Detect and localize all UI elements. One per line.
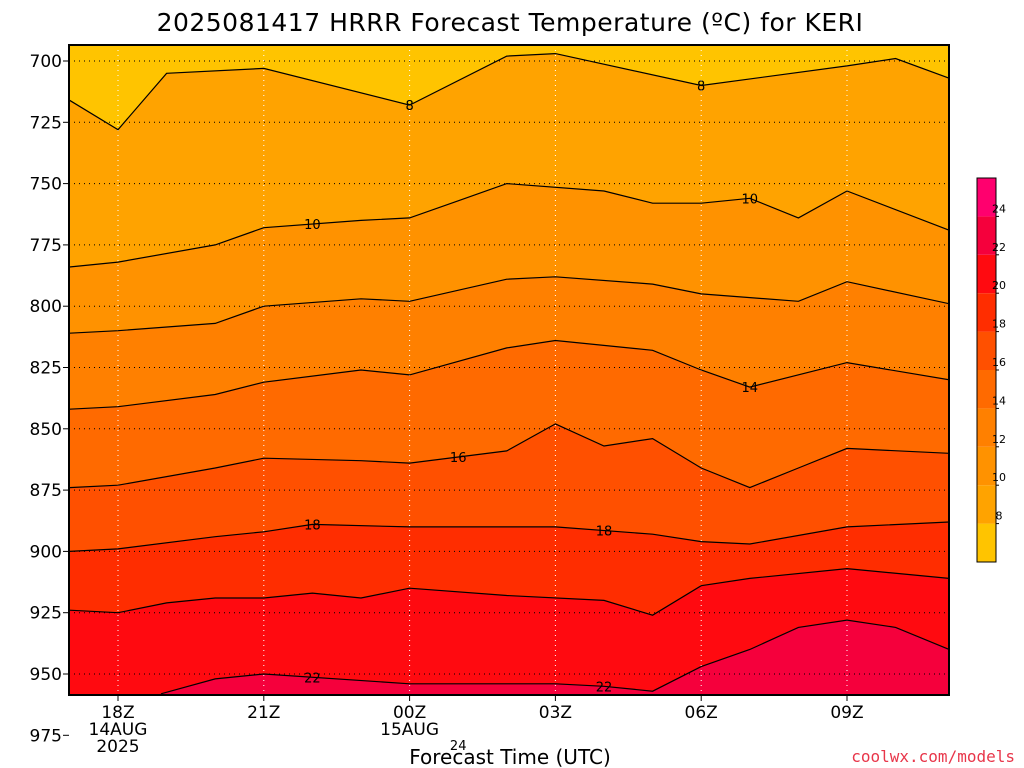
y-tick-label-775: 775 (30, 236, 62, 256)
x-tick-label-00Z: 00Z (393, 703, 426, 723)
contour-22 (160, 619, 949, 695)
credit-link[interactable]: coolwx.com/models (851, 747, 1015, 766)
contour-label-24: 24 (450, 739, 467, 754)
x-tick-label-00Z-line1: 15AUG (380, 720, 439, 740)
colorbar-label-18: 18 (992, 318, 1006, 331)
x-axis-label: Forecast Time (UTC) (409, 745, 611, 768)
x-tick-label-03Z: 03Z (539, 703, 572, 723)
plot-frame (68, 44, 950, 696)
contour-label-8: 8 (405, 99, 413, 114)
contour-8 (69, 52, 949, 131)
colorbar-swatch-3 (977, 408, 996, 447)
colorbar-swatch-6 (977, 293, 996, 332)
colorbar-label-20: 20 (992, 279, 1006, 292)
colorbar-swatch-4 (977, 370, 996, 409)
colorbar-label-8: 8 (996, 510, 1003, 523)
contour-label-18: 18 (304, 518, 321, 533)
contour-label-10: 10 (742, 192, 759, 207)
contour-lines (69, 52, 949, 695)
contour-label-22: 22 (596, 680, 613, 695)
y-tick-label-725: 725 (30, 113, 62, 133)
y-tick-label-900: 900 (30, 542, 62, 562)
colorbar-swatch-9 (977, 178, 996, 217)
contour-label-18: 18 (596, 525, 613, 540)
colorbar-swatch-1 (977, 485, 996, 524)
y-axis: 700 725 750 775 800 825 850 875 900 925 950 975 (30, 52, 69, 746)
y-tick-label-950: 950 (30, 665, 62, 685)
y-tick-label-925: 925 (30, 604, 62, 624)
y-tick-label-750: 750 (30, 175, 62, 195)
contour-label-14: 14 (742, 381, 759, 396)
colorbar-swatch-2 (977, 446, 996, 486)
x-tick-label-06Z: 06Z (685, 703, 718, 723)
colorbar-label-16: 16 (992, 356, 1006, 369)
colorbar: 8 10 12 14 16 18 20 22 24 (976, 177, 1006, 563)
y-tick-label-825: 825 (30, 359, 62, 379)
contour-label-8: 8 (697, 80, 705, 95)
y-tick-label-700: 700 (30, 52, 62, 72)
x-tick-label-18Z-line1: 14AUG (89, 720, 148, 740)
y-tick-label-850: 850 (30, 420, 62, 440)
y-tick-label-975: 975 (30, 726, 62, 746)
x-tick-label-21Z: 21Z (247, 703, 280, 723)
colorbar-label-24: 24 (992, 202, 1006, 215)
contour-10 (69, 182, 949, 268)
contour-14 (69, 339, 949, 410)
colorbar-label-14: 14 (992, 394, 1006, 407)
contour-18 (69, 521, 949, 552)
contour-20 (69, 567, 949, 616)
contour-16 (69, 423, 949, 489)
x-tick-label-09Z: 09Z (830, 703, 863, 723)
x-tick-label-18Z-line2: 2025 (96, 737, 139, 757)
band-above-22 (160, 620, 949, 695)
y-tick-label-800: 800 (30, 297, 62, 317)
colorbar-swatch-7 (977, 254, 996, 294)
colorbar-swatch-5 (977, 331, 996, 370)
colorbar-label-12: 12 (992, 433, 1006, 446)
contour-label-10: 10 (304, 218, 321, 233)
contour-labels: 8 8 10 10 14 16 18 18 22 22 24 (304, 80, 758, 755)
colorbar-label-10: 10 (992, 471, 1006, 484)
contour-label-22: 22 (304, 671, 321, 686)
chart-title: 2025081417 HRRR Forecast Temperature (ºC… (157, 8, 864, 37)
y-tick-label-875: 875 (30, 481, 62, 501)
contour-label-16: 16 (450, 451, 467, 466)
colorbar-swatch-8 (977, 216, 996, 255)
x-tick-label-18Z: 18Z (101, 703, 134, 723)
temperature-bands (69, 45, 949, 695)
contour-12 (69, 276, 949, 334)
colorbar-label-22: 22 (992, 241, 1006, 254)
colorbar-swatch-0 (977, 523, 996, 562)
